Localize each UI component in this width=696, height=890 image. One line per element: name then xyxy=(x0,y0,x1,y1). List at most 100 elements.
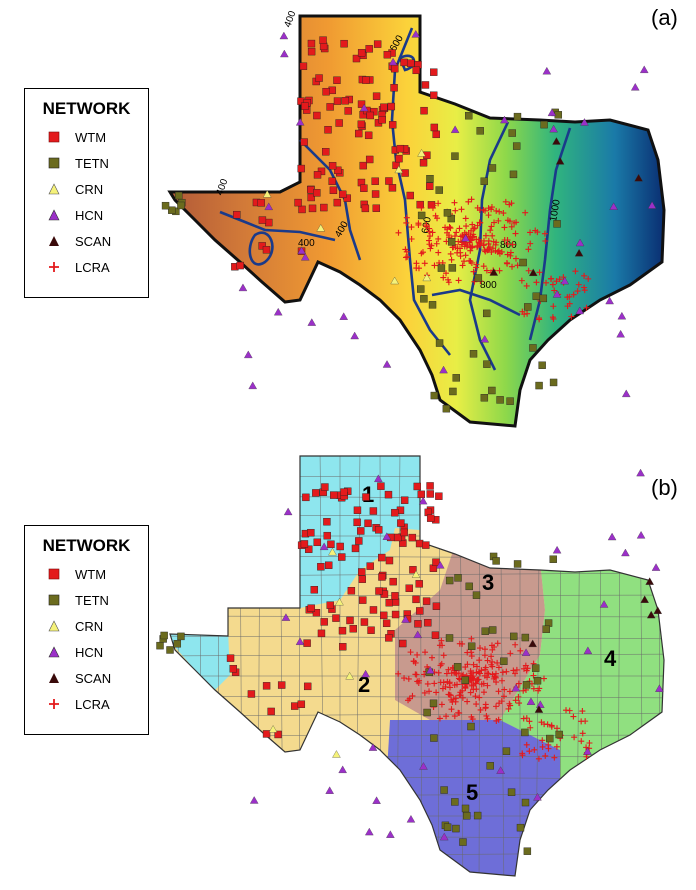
hcn-station-marker xyxy=(273,307,283,316)
lcra-station-marker xyxy=(522,209,529,216)
legend-item-crn: CRN xyxy=(47,616,103,636)
wtm-station-marker xyxy=(353,518,361,527)
wtm-station-marker xyxy=(323,531,331,540)
lcra-station-marker xyxy=(414,678,421,685)
lcra-station-marker xyxy=(429,229,436,236)
wtm-station-marker xyxy=(421,81,430,89)
lcra-station-marker xyxy=(544,721,551,728)
wtm-station-marker xyxy=(344,107,352,115)
lcra-station-marker xyxy=(455,675,462,682)
wtm-station-marker xyxy=(305,545,313,553)
lcra-station-marker xyxy=(421,260,428,267)
lcra-station-marker xyxy=(491,219,498,226)
hcn-station-marker xyxy=(599,600,609,608)
wtm-station-marker xyxy=(313,538,321,547)
wtm-station-marker xyxy=(387,102,396,111)
tetn-station-marker xyxy=(461,676,469,684)
tetn-station-marker xyxy=(531,664,540,672)
wtm-station-marker xyxy=(360,618,369,626)
lcra-station-marker xyxy=(520,687,527,694)
lcra-station-marker xyxy=(504,251,511,258)
crn-station-marker xyxy=(394,165,404,174)
lcra-station-marker xyxy=(415,265,422,272)
tetn-station-marker xyxy=(435,339,444,347)
wtm-station-marker xyxy=(300,540,309,548)
lcra-station-marker xyxy=(539,737,546,744)
lcra-station-marker xyxy=(585,275,592,282)
lcra-station-marker xyxy=(423,223,430,230)
wtm-station-marker xyxy=(365,45,373,53)
hcn-station-marker xyxy=(647,201,657,209)
lcra-station-marker xyxy=(432,212,439,219)
wtm-station-marker xyxy=(372,92,381,100)
lcra-station-marker xyxy=(473,236,480,243)
tetn-station-marker xyxy=(512,142,521,150)
hcn-station-marker xyxy=(279,31,289,40)
lcra-station-marker xyxy=(480,689,487,696)
wtm-station-marker xyxy=(335,119,343,127)
lcra-station-marker xyxy=(435,200,442,207)
wtm-station-marker xyxy=(353,506,362,514)
wtm-station-marker xyxy=(328,177,336,185)
lcra-station-marker xyxy=(570,713,577,720)
lcra-station-marker xyxy=(485,212,492,219)
wtm-station-marker xyxy=(277,681,286,689)
hcn-station-marker xyxy=(401,615,410,623)
lcra-station-marker xyxy=(553,743,560,750)
hcn-station-marker xyxy=(238,283,248,292)
tetn-station-marker xyxy=(532,292,541,300)
lcra-station-marker xyxy=(551,287,558,294)
wtm-station-marker xyxy=(229,664,237,673)
hcn-station-marker xyxy=(283,507,293,516)
hcn-station-marker xyxy=(439,365,448,374)
lcra-station-marker xyxy=(482,705,489,712)
lcra-station-marker xyxy=(539,743,546,750)
wtm-station-marker xyxy=(424,618,432,627)
lcra-station-marker xyxy=(498,698,505,705)
wtm-station-marker xyxy=(430,68,438,76)
hcn-station-marker xyxy=(552,290,562,298)
lcra-station-marker xyxy=(560,274,567,281)
wtm-station-marker xyxy=(313,111,321,120)
wtm-station-marker xyxy=(265,218,273,227)
lcra-station-marker xyxy=(488,653,495,660)
hcn-station-marker xyxy=(605,296,614,305)
lcra-station-marker xyxy=(457,689,464,696)
contour-label: 800 xyxy=(480,280,497,291)
lcra-station-marker xyxy=(405,675,412,682)
lcra-station-marker xyxy=(482,207,489,214)
lcra-station-marker xyxy=(406,695,413,702)
lcra-station-marker xyxy=(582,718,589,725)
lcra-station-marker xyxy=(469,221,476,228)
lcra-station-marker xyxy=(402,246,409,253)
wtm-station-marker xyxy=(322,148,330,156)
crn-station-marker xyxy=(390,276,399,285)
hcn-station-marker xyxy=(636,468,645,477)
wtm-station-marker xyxy=(360,184,368,192)
lcra-plus-icon xyxy=(49,262,59,272)
scan-station-marker xyxy=(555,157,565,165)
tetn-station-marker xyxy=(542,625,550,633)
legend-item-scan: SCAN xyxy=(47,231,111,251)
hcn-station-marker xyxy=(264,202,273,211)
lcra-station-marker xyxy=(440,274,447,281)
tetn-station-marker xyxy=(521,728,529,737)
hcn-station-marker xyxy=(651,563,661,571)
tetn-station-marker xyxy=(448,264,457,272)
lcra-station-marker xyxy=(448,706,455,713)
wtm-station-marker xyxy=(340,39,348,48)
tetn-station-marker xyxy=(539,294,548,303)
tetn-station-marker xyxy=(447,214,455,223)
tetn-station-marker xyxy=(177,201,185,210)
lcra-station-marker xyxy=(547,275,554,282)
lcra-station-marker xyxy=(459,232,466,239)
hcn-station-marker xyxy=(361,669,370,678)
hcn-station-marker xyxy=(583,646,593,654)
lcra-station-marker xyxy=(536,269,543,276)
lcra-station-marker xyxy=(550,303,557,310)
wtm-station-marker xyxy=(412,66,420,75)
lcra-station-marker xyxy=(556,276,563,283)
lcra-station-marker xyxy=(409,692,416,699)
lcra-station-marker xyxy=(495,664,502,671)
hcn-station-marker xyxy=(374,474,383,482)
